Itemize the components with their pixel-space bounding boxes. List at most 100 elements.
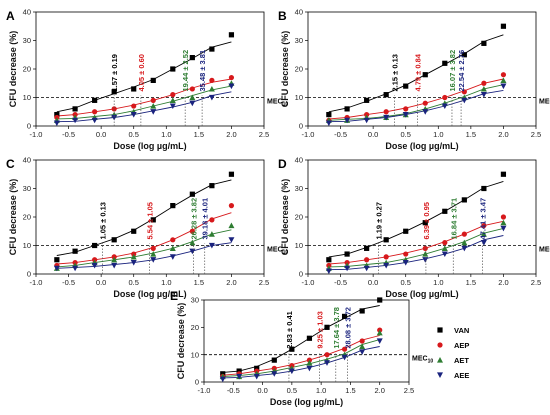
legend-item-aee: AEE	[437, 371, 469, 380]
y-tick-label: 0	[299, 122, 303, 131]
data-point	[170, 92, 176, 98]
x-axis-title: Dose (log µg/mL)	[385, 289, 458, 299]
x-tick-label: -1.0	[302, 130, 315, 139]
legend-item-aet: AET	[437, 356, 469, 365]
data-point	[442, 240, 448, 246]
data-point	[228, 237, 235, 243]
x-axis-title: Dose (log µg/mL)	[113, 289, 186, 299]
annotation-label: 17.64 ± 3.78	[332, 307, 341, 349]
data-point	[306, 335, 313, 341]
data-point	[289, 346, 295, 352]
y-tick-label: 30	[295, 184, 303, 193]
fit-curve-aet	[328, 227, 504, 268]
fit-curve-aet	[56, 85, 232, 120]
y-axis-title: CFU decrease (%)	[8, 31, 18, 108]
annotation-label: 2.15 ± 0.13	[391, 54, 400, 91]
x-axis-title: Dose (log µg/mL)	[270, 397, 343, 407]
data-point	[363, 265, 370, 272]
data-point	[189, 94, 196, 101]
x-tick-label: 0.0	[257, 386, 267, 395]
annotation-label: 9.25 ± 1.03	[315, 311, 324, 348]
data-point	[341, 346, 348, 352]
data-point	[92, 109, 98, 115]
x-axis-title: Dose (log µg/mL)	[113, 141, 186, 151]
x-tick-label: 2.5	[259, 278, 269, 287]
annotation-label: 16.07 ± 3.82	[448, 50, 457, 92]
data-point	[422, 220, 428, 226]
x-tick-label: 2.5	[531, 278, 541, 287]
series-van	[326, 23, 507, 118]
data-point	[461, 245, 468, 252]
data-point	[92, 242, 98, 249]
data-point	[189, 228, 195, 234]
data-point	[254, 365, 260, 371]
data-point	[344, 265, 351, 272]
legend-label: VAN	[454, 326, 469, 335]
data-point	[376, 329, 383, 336]
annotation-label: 1.19 ± 0.27	[374, 202, 383, 239]
x-tick-label: 0.0	[96, 278, 106, 287]
series-aee	[325, 225, 507, 275]
legend: VAN AEP AET AEE	[437, 326, 469, 380]
data-point	[363, 117, 370, 124]
data-point	[403, 228, 409, 234]
x-tick-label: 1.5	[194, 130, 204, 139]
x-tick-label: 0.5	[400, 130, 410, 139]
data-point	[111, 106, 117, 112]
data-point	[403, 83, 409, 89]
data-point	[228, 171, 235, 177]
y-tick-label: 10	[295, 241, 303, 250]
x-tick-label: -0.5	[62, 278, 75, 287]
fit-curve-van	[222, 305, 380, 373]
data-point	[91, 117, 98, 124]
data-point	[402, 260, 409, 266]
data-point	[72, 265, 79, 272]
legend-label: AEP	[454, 341, 469, 350]
data-point	[53, 265, 60, 272]
data-point	[150, 245, 156, 251]
data-point	[150, 77, 156, 83]
data-point	[500, 83, 507, 90]
data-point	[364, 257, 370, 263]
data-point	[72, 117, 79, 124]
annotation-label: 19.44 ± 2.52	[181, 50, 190, 92]
legend-marker	[437, 372, 443, 378]
annotation-label: 39.18 ± 4.01	[201, 198, 210, 240]
fit-curve-aep	[56, 78, 232, 117]
x-tick-label: 0.5	[400, 278, 410, 287]
x-tick-label: 1.5	[345, 386, 355, 395]
x-tick-label: 1.5	[466, 130, 476, 139]
data-point	[271, 357, 277, 363]
y-tick-label: 10	[23, 241, 31, 250]
x-tick-label: 0.5	[128, 278, 138, 287]
y-tick-label: 40	[23, 156, 31, 165]
data-point	[500, 225, 507, 232]
series-aep	[326, 72, 507, 123]
fit-curve-van	[328, 180, 504, 258]
data-point	[325, 120, 332, 127]
y-axis-title: CFU decrease (%)	[280, 31, 290, 108]
data-point	[54, 112, 60, 118]
data-point	[150, 251, 157, 257]
y-tick-label: 20	[23, 213, 31, 222]
data-point	[208, 231, 215, 237]
data-point	[442, 60, 448, 66]
data-point	[344, 117, 351, 124]
fit-curve-aep	[56, 212, 232, 265]
y-tick-label: 10	[191, 350, 199, 359]
y-tick-label: 40	[295, 156, 303, 165]
data-point	[92, 97, 98, 103]
data-point	[324, 324, 330, 330]
y-tick-label: 20	[295, 65, 303, 74]
x-tick-label: 2.5	[259, 130, 269, 139]
legend-label: AEE	[454, 371, 469, 380]
x-tick-label: 2.0	[374, 386, 384, 395]
x-tick-label: 0.5	[287, 386, 297, 395]
panel-letter: C	[6, 157, 15, 171]
data-point	[341, 313, 348, 319]
annotation-label: 35.48 ± 3.81	[198, 50, 207, 92]
data-point	[111, 256, 118, 263]
data-point	[91, 262, 98, 269]
data-point	[422, 109, 429, 115]
